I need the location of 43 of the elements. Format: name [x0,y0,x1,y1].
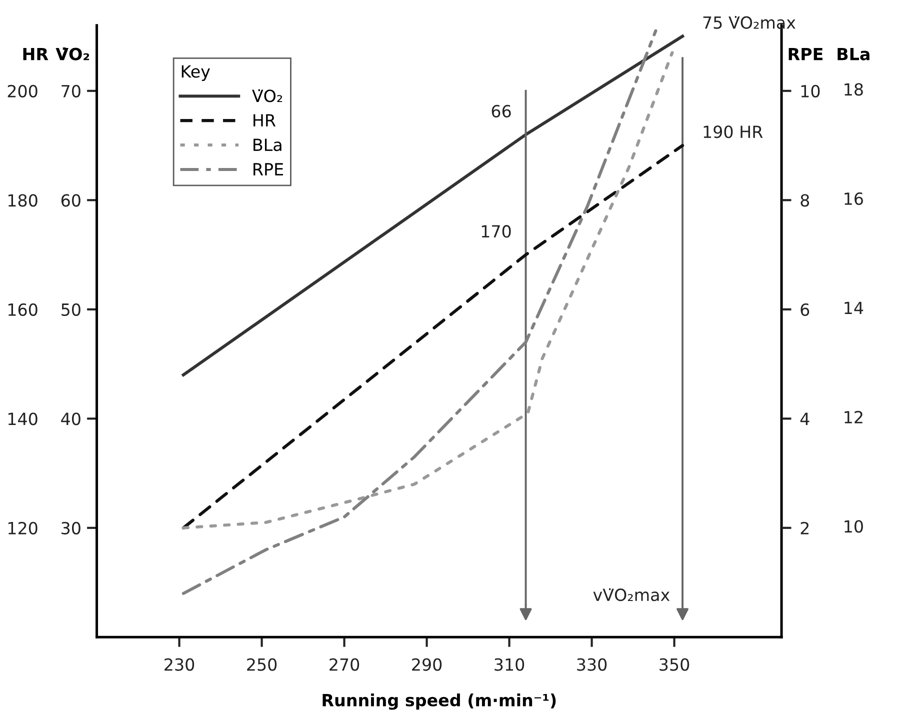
y3-tick-label: 8 [800,194,810,207]
x-tick-label: 270 [330,658,360,671]
legend-label: V̇O₂ [252,89,282,102]
y-tick-label: 60 [61,194,80,207]
y3-axis-title: RPE [788,48,822,60]
y2-tick-label: 140 [8,412,38,426]
x-tick-label: 330 [577,658,607,671]
legend-title: Key [182,65,210,81]
text: 18 [844,83,863,96]
y2-tick-label: 120 [8,522,38,534]
data-label: 75 V̇O₂max [703,16,796,29]
x-tick-label: 310 [494,658,524,671]
legend-label: BLa [254,138,282,152]
y2-tick-label: 180 [8,194,38,207]
line-series [182,51,674,530]
legend-label: HR [254,114,276,126]
text: 12 [844,410,862,424]
y-tick-label: 40 [61,412,80,426]
y-tick-label: 30 [62,522,80,534]
y3-tick-label: 2 [800,522,809,534]
ref-line-label: vV̇O₂max [593,588,670,602]
y-tick-label: 50 [62,303,80,316]
y3-tick-label: 4 [800,412,810,425]
data-label: 170 [482,225,511,238]
y-axis-title: V̇O₂ [56,47,90,60]
text: 14 [844,302,864,314]
text: 10 [844,520,863,533]
y2-tick-label: 200 [8,84,38,98]
data-label: 190 HR [704,126,763,138]
y-tick-label: 70 [62,84,80,98]
text: 16 [844,192,863,205]
legend-label: RPE [254,163,284,176]
y2-tick-label: 160 [8,303,38,316]
x-tick-label: 350 [660,658,690,671]
data-label: 66 [492,104,511,118]
text: BLa [838,48,870,60]
y2-axis-title: HR [23,48,48,60]
x-tick-label: 250 [247,658,277,671]
x-tick-label: 230 [164,658,194,671]
y3-tick-label: 10 [801,84,820,98]
x-tick-label: 290 [412,658,442,671]
x-axis-title: Running speed (m·min⁻¹) [322,694,556,710]
y3-tick-label: 6 [800,303,810,316]
